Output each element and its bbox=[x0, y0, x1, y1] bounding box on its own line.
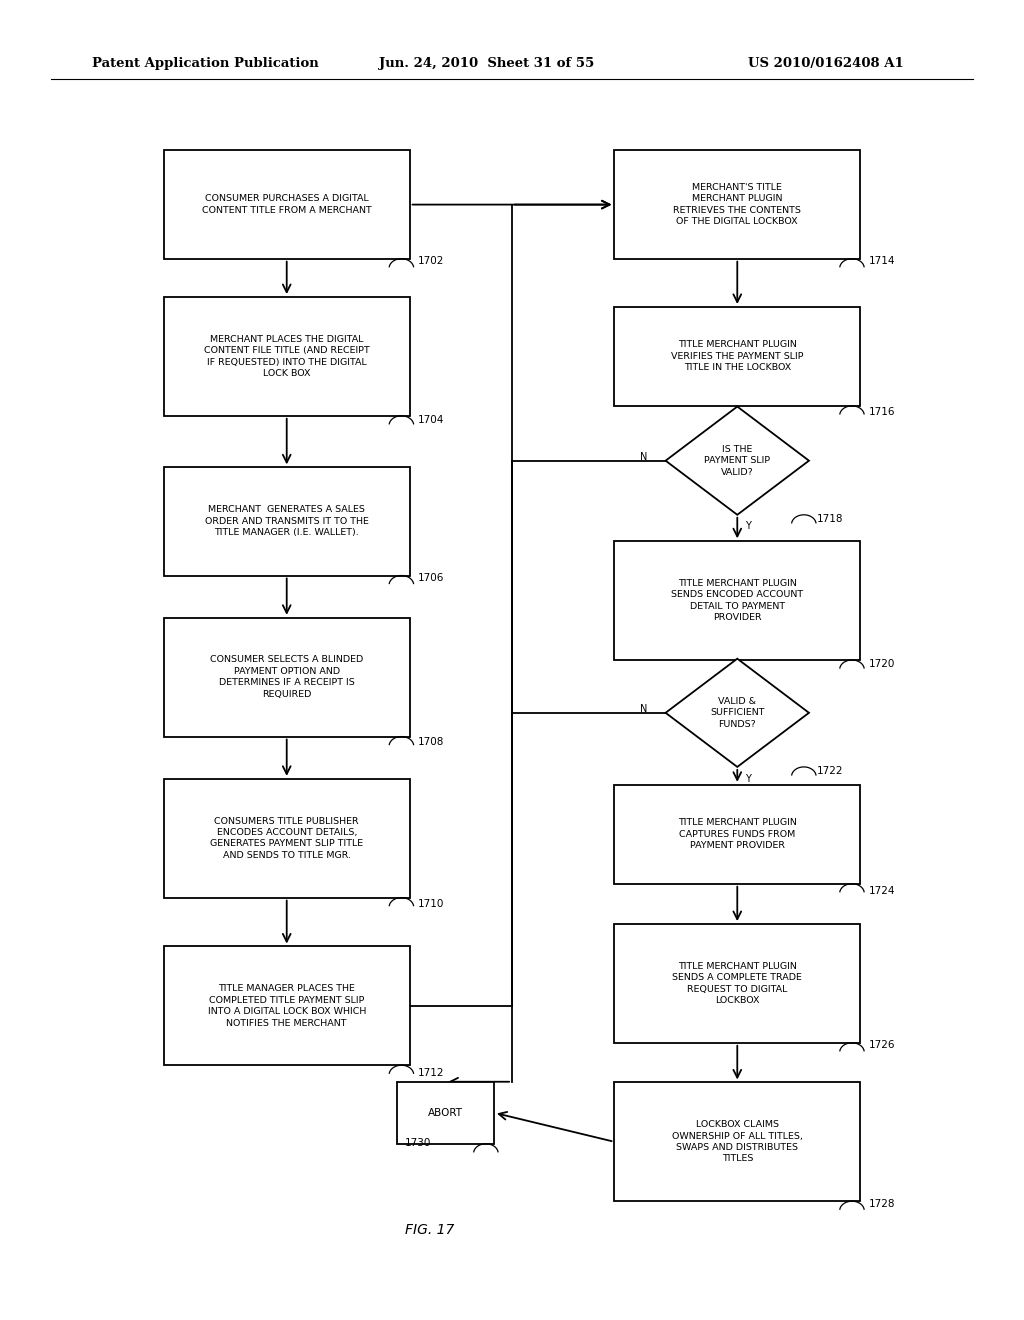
Bar bbox=[614, 924, 860, 1043]
Polygon shape bbox=[666, 659, 809, 767]
Text: 1706: 1706 bbox=[418, 573, 444, 583]
Text: 1704: 1704 bbox=[418, 414, 444, 425]
Text: N: N bbox=[640, 451, 647, 462]
Bar bbox=[614, 784, 860, 884]
Text: 1702: 1702 bbox=[418, 256, 444, 267]
Text: MERCHANT  GENERATES A SALES
ORDER AND TRANSMITS IT TO THE
TITLE MANAGER (I.E. WA: MERCHANT GENERATES A SALES ORDER AND TRA… bbox=[205, 506, 369, 537]
Text: FIG. 17: FIG. 17 bbox=[406, 1224, 455, 1237]
Text: Jun. 24, 2010  Sheet 31 of 55: Jun. 24, 2010 Sheet 31 of 55 bbox=[379, 57, 594, 70]
Text: 1724: 1724 bbox=[868, 886, 895, 896]
Bar bbox=[164, 467, 410, 576]
Bar bbox=[397, 1082, 495, 1143]
Text: 1718: 1718 bbox=[817, 513, 844, 524]
Bar bbox=[614, 1082, 860, 1201]
Text: 1720: 1720 bbox=[868, 659, 895, 669]
Text: TITLE MERCHANT PLUGIN
SENDS ENCODED ACCOUNT
DETAIL TO PAYMENT
PROVIDER: TITLE MERCHANT PLUGIN SENDS ENCODED ACCO… bbox=[671, 579, 804, 622]
Text: 1730: 1730 bbox=[404, 1138, 431, 1148]
Bar bbox=[164, 618, 410, 737]
Text: Y: Y bbox=[745, 521, 752, 532]
Bar bbox=[164, 779, 410, 898]
Bar bbox=[164, 946, 410, 1065]
Text: Y: Y bbox=[745, 774, 752, 784]
Text: 1712: 1712 bbox=[418, 1068, 444, 1078]
Bar bbox=[614, 541, 860, 660]
Text: CONSUMER PURCHASES A DIGITAL
CONTENT TITLE FROM A MERCHANT: CONSUMER PURCHASES A DIGITAL CONTENT TIT… bbox=[202, 194, 372, 215]
Text: 1708: 1708 bbox=[418, 737, 444, 747]
Text: LOCKBOX CLAIMS
OWNERSHIP OF ALL TITLES,
SWAPS AND DISTRIBUTES
TITLES: LOCKBOX CLAIMS OWNERSHIP OF ALL TITLES, … bbox=[672, 1121, 803, 1163]
Text: 1710: 1710 bbox=[418, 899, 444, 909]
Text: VALID &
SUFFICIENT
FUNDS?: VALID & SUFFICIENT FUNDS? bbox=[710, 697, 765, 729]
Text: MERCHANT'S TITLE
MERCHANT PLUGIN
RETRIEVES THE CONTENTS
OF THE DIGITAL LOCKBOX: MERCHANT'S TITLE MERCHANT PLUGIN RETRIEV… bbox=[674, 183, 801, 226]
Text: IS THE
PAYMENT SLIP
VALID?: IS THE PAYMENT SLIP VALID? bbox=[705, 445, 770, 477]
Text: 1716: 1716 bbox=[868, 407, 895, 417]
Text: TITLE MANAGER PLACES THE
COMPLETED TITLE PAYMENT SLIP
INTO A DIGITAL LOCK BOX WH: TITLE MANAGER PLACES THE COMPLETED TITLE… bbox=[208, 985, 366, 1027]
Text: US 2010/0162408 A1: US 2010/0162408 A1 bbox=[748, 57, 903, 70]
Text: 1714: 1714 bbox=[868, 256, 895, 267]
Text: Patent Application Publication: Patent Application Publication bbox=[92, 57, 318, 70]
Text: N: N bbox=[640, 704, 647, 714]
Text: 1722: 1722 bbox=[817, 766, 844, 776]
Text: CONSUMER SELECTS A BLINDED
PAYMENT OPTION AND
DETERMINES IF A RECEIPT IS
REQUIRE: CONSUMER SELECTS A BLINDED PAYMENT OPTIO… bbox=[210, 656, 364, 698]
Text: TITLE MERCHANT PLUGIN
SENDS A COMPLETE TRADE
REQUEST TO DIGITAL
LOCKBOX: TITLE MERCHANT PLUGIN SENDS A COMPLETE T… bbox=[673, 962, 802, 1005]
Text: TITLE MERCHANT PLUGIN
CAPTURES FUNDS FROM
PAYMENT PROVIDER: TITLE MERCHANT PLUGIN CAPTURES FUNDS FRO… bbox=[678, 818, 797, 850]
Text: TITLE MERCHANT PLUGIN
VERIFIES THE PAYMENT SLIP
TITLE IN THE LOCKBOX: TITLE MERCHANT PLUGIN VERIFIES THE PAYME… bbox=[671, 341, 804, 372]
Bar bbox=[164, 150, 410, 259]
Bar bbox=[614, 150, 860, 259]
Text: 1728: 1728 bbox=[868, 1199, 895, 1209]
Text: MERCHANT PLACES THE DIGITAL
CONTENT FILE TITLE (AND RECEIPT
IF REQUESTED) INTO T: MERCHANT PLACES THE DIGITAL CONTENT FILE… bbox=[204, 335, 370, 378]
Text: 1726: 1726 bbox=[868, 1040, 895, 1051]
Polygon shape bbox=[666, 407, 809, 515]
Bar bbox=[614, 308, 860, 407]
Bar bbox=[164, 297, 410, 416]
Text: CONSUMERS TITLE PUBLISHER
ENCODES ACCOUNT DETAILS,
GENERATES PAYMENT SLIP TITLE
: CONSUMERS TITLE PUBLISHER ENCODES ACCOUN… bbox=[210, 817, 364, 859]
Text: ABORT: ABORT bbox=[428, 1107, 463, 1118]
